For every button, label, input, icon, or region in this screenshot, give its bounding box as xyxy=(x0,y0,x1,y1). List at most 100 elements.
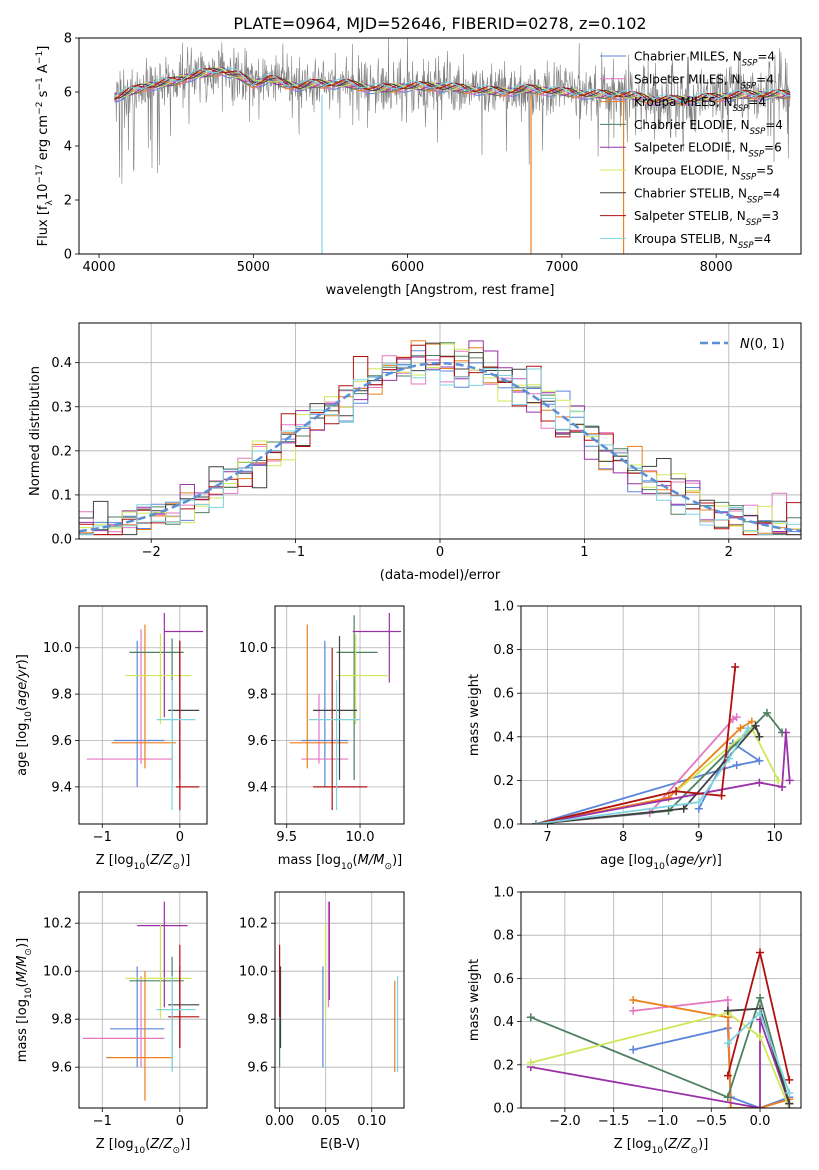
x-tick-label: −2.0 xyxy=(549,1114,581,1129)
x-tick-label: 0.0 xyxy=(750,1114,771,1129)
weight-marker xyxy=(756,1104,765,1108)
y-tick-label: 9.8 xyxy=(247,1013,268,1028)
plot-area xyxy=(82,901,200,1101)
spectrum-chart: 4000 5000 6000 7000 8000 0 2 4 6 8 wavelength [Ang… xyxy=(35,32,802,298)
y-tick-label: 9.6 xyxy=(51,1061,72,1076)
y-tick-label: 10.0 xyxy=(239,641,268,656)
weight-marker xyxy=(744,724,753,733)
y-tick-label: 0.1 xyxy=(51,488,72,503)
plot-area xyxy=(86,612,204,811)
weight-marker xyxy=(732,761,741,770)
weight-marker xyxy=(629,1045,638,1054)
y-tick-label: 1.0 xyxy=(493,600,514,615)
x-tick-label: 10.0 xyxy=(346,830,375,845)
x-tick-label: −1 xyxy=(93,1114,112,1129)
weight-marker xyxy=(726,1104,735,1108)
x-tick-label: −1 xyxy=(93,830,112,845)
y-tick-label: 0.2 xyxy=(51,444,72,459)
x-tick-label: 6000 xyxy=(391,260,424,275)
weight-marker xyxy=(774,776,783,785)
weight-marker xyxy=(717,791,726,800)
x-axis-label: Z [log10(Z/Z⊙)] xyxy=(96,1137,191,1156)
x-tick-label: 0 xyxy=(176,1114,184,1129)
y-tick-label: 1.0 xyxy=(493,886,514,901)
plot-area xyxy=(279,901,399,1072)
weight-series-line xyxy=(633,999,790,1108)
mass_vs_ebv-chart: 0.00 0.05 0.10 9.6 9.8 10.0 10.2 E(B-V) xyxy=(239,891,405,1152)
residuals-chart: −2 −1 0 1 2 0.0 0.1 0.2 0.3 0.4 (data-model)/error… xyxy=(28,322,802,583)
legend-label: Salpeter ELODIE, NSSP=6 xyxy=(634,141,782,160)
x-tick-label: 4000 xyxy=(83,260,116,275)
y-axis-label: mass [log10(M/M⊙)] xyxy=(15,938,34,1062)
y-tick-label: 0.2 xyxy=(493,774,514,789)
y-tick-label: 4 xyxy=(64,140,72,155)
weight-series-line xyxy=(535,666,737,824)
x-tick-label: 2 xyxy=(725,545,733,560)
y-tick-label: 10.0 xyxy=(43,641,72,656)
age_vs_mass-chart: 9.5 10.0 9.4 9.6 9.8 10.0 mass [log10(M/M⊙)] xyxy=(239,605,405,872)
x-tick-label: 0 xyxy=(436,545,444,560)
x-tick-label: 0.00 xyxy=(265,1114,294,1129)
legend-label: Chabrier STELIB, NSSP=4 xyxy=(634,186,780,205)
x-axis-label: (data-model)/error xyxy=(380,568,501,583)
axes-frame xyxy=(520,605,802,825)
weight-marker xyxy=(679,804,688,813)
axes-frame xyxy=(78,891,208,1109)
legend-label: Chabrier MILES, NSSP=4 xyxy=(634,50,775,69)
x-tick-label: 7000 xyxy=(545,260,578,275)
legend-label: N(0, 1) xyxy=(740,337,785,352)
x-tick-label: −0.5 xyxy=(695,1114,727,1129)
weight-marker xyxy=(755,732,764,741)
weight-marker xyxy=(755,756,764,765)
legend-label: Chabrier ELODIE, NSSP=4 xyxy=(634,118,783,137)
weight-marker xyxy=(532,820,541,824)
x-tick-label: 8 xyxy=(619,830,627,845)
weight-marker xyxy=(785,1088,794,1097)
weight-marker xyxy=(751,721,760,730)
weight-series-line xyxy=(530,994,791,1104)
spectrum-model-line xyxy=(114,67,791,103)
legend-label: Kroupa ELODIE, NSSP=5 xyxy=(634,164,774,183)
spectrum-model-line xyxy=(114,68,791,103)
axes-frame xyxy=(78,605,208,825)
weight-marker xyxy=(756,993,765,1002)
y-tick-label: 8 xyxy=(64,32,72,47)
y-tick-label: 10.2 xyxy=(239,917,268,932)
legend-label: Kroupa MILES, NSSP=4 xyxy=(634,95,766,114)
weight-marker xyxy=(725,754,734,763)
y-tick-label: 0.4 xyxy=(493,1015,514,1030)
y-tick-label: 10.0 xyxy=(43,965,72,980)
x-tick-label: 8000 xyxy=(700,260,733,275)
y-tick-label: 0.4 xyxy=(51,356,72,371)
weight-series-line xyxy=(535,727,749,824)
weight-marker xyxy=(723,1071,732,1080)
x-tick-label: −1.5 xyxy=(598,1114,630,1129)
weight-series-line xyxy=(530,1012,791,1108)
weight-series-line xyxy=(530,1019,791,1108)
weight-marker xyxy=(756,1032,765,1041)
weight-marker xyxy=(736,724,745,733)
weight-marker xyxy=(526,1013,535,1022)
age_vs_Z-chart: −1 0 9.4 9.6 9.8 10.0 Z [log10(Z/Z⊙)] age [log1… xyxy=(15,605,208,872)
weight-marker xyxy=(672,787,681,796)
y-tick-label: 6 xyxy=(64,86,72,101)
figure-title: PLATE=0964, MJD=52646, FIBERID=0278, z=0… xyxy=(233,14,646,33)
y-tick-label: 0.8 xyxy=(493,643,514,658)
y-tick-label: 0.2 xyxy=(493,1058,514,1073)
y-tick-label: 0.3 xyxy=(51,400,72,415)
weight-marker xyxy=(778,782,787,791)
weight-marker xyxy=(664,793,673,802)
legend-label: Salpeter MILES, NSSP=4 xyxy=(634,72,774,91)
x-tick-label: 9 xyxy=(695,830,703,845)
weight-marker xyxy=(785,1075,794,1084)
x-axis-label: Z [log10(Z/Z⊙)] xyxy=(96,853,191,872)
y-tick-label: 9.6 xyxy=(51,734,72,749)
weight-marker xyxy=(723,1093,732,1102)
spectrum-model-line xyxy=(114,67,791,102)
y-tick-label: 9.6 xyxy=(247,1061,268,1076)
y-axis-label: mass weight xyxy=(467,674,482,756)
y-tick-label: 0.8 xyxy=(493,929,514,944)
weight-series-line xyxy=(727,1011,791,1094)
weight-series-line xyxy=(536,724,761,824)
weight-marker xyxy=(755,778,764,787)
